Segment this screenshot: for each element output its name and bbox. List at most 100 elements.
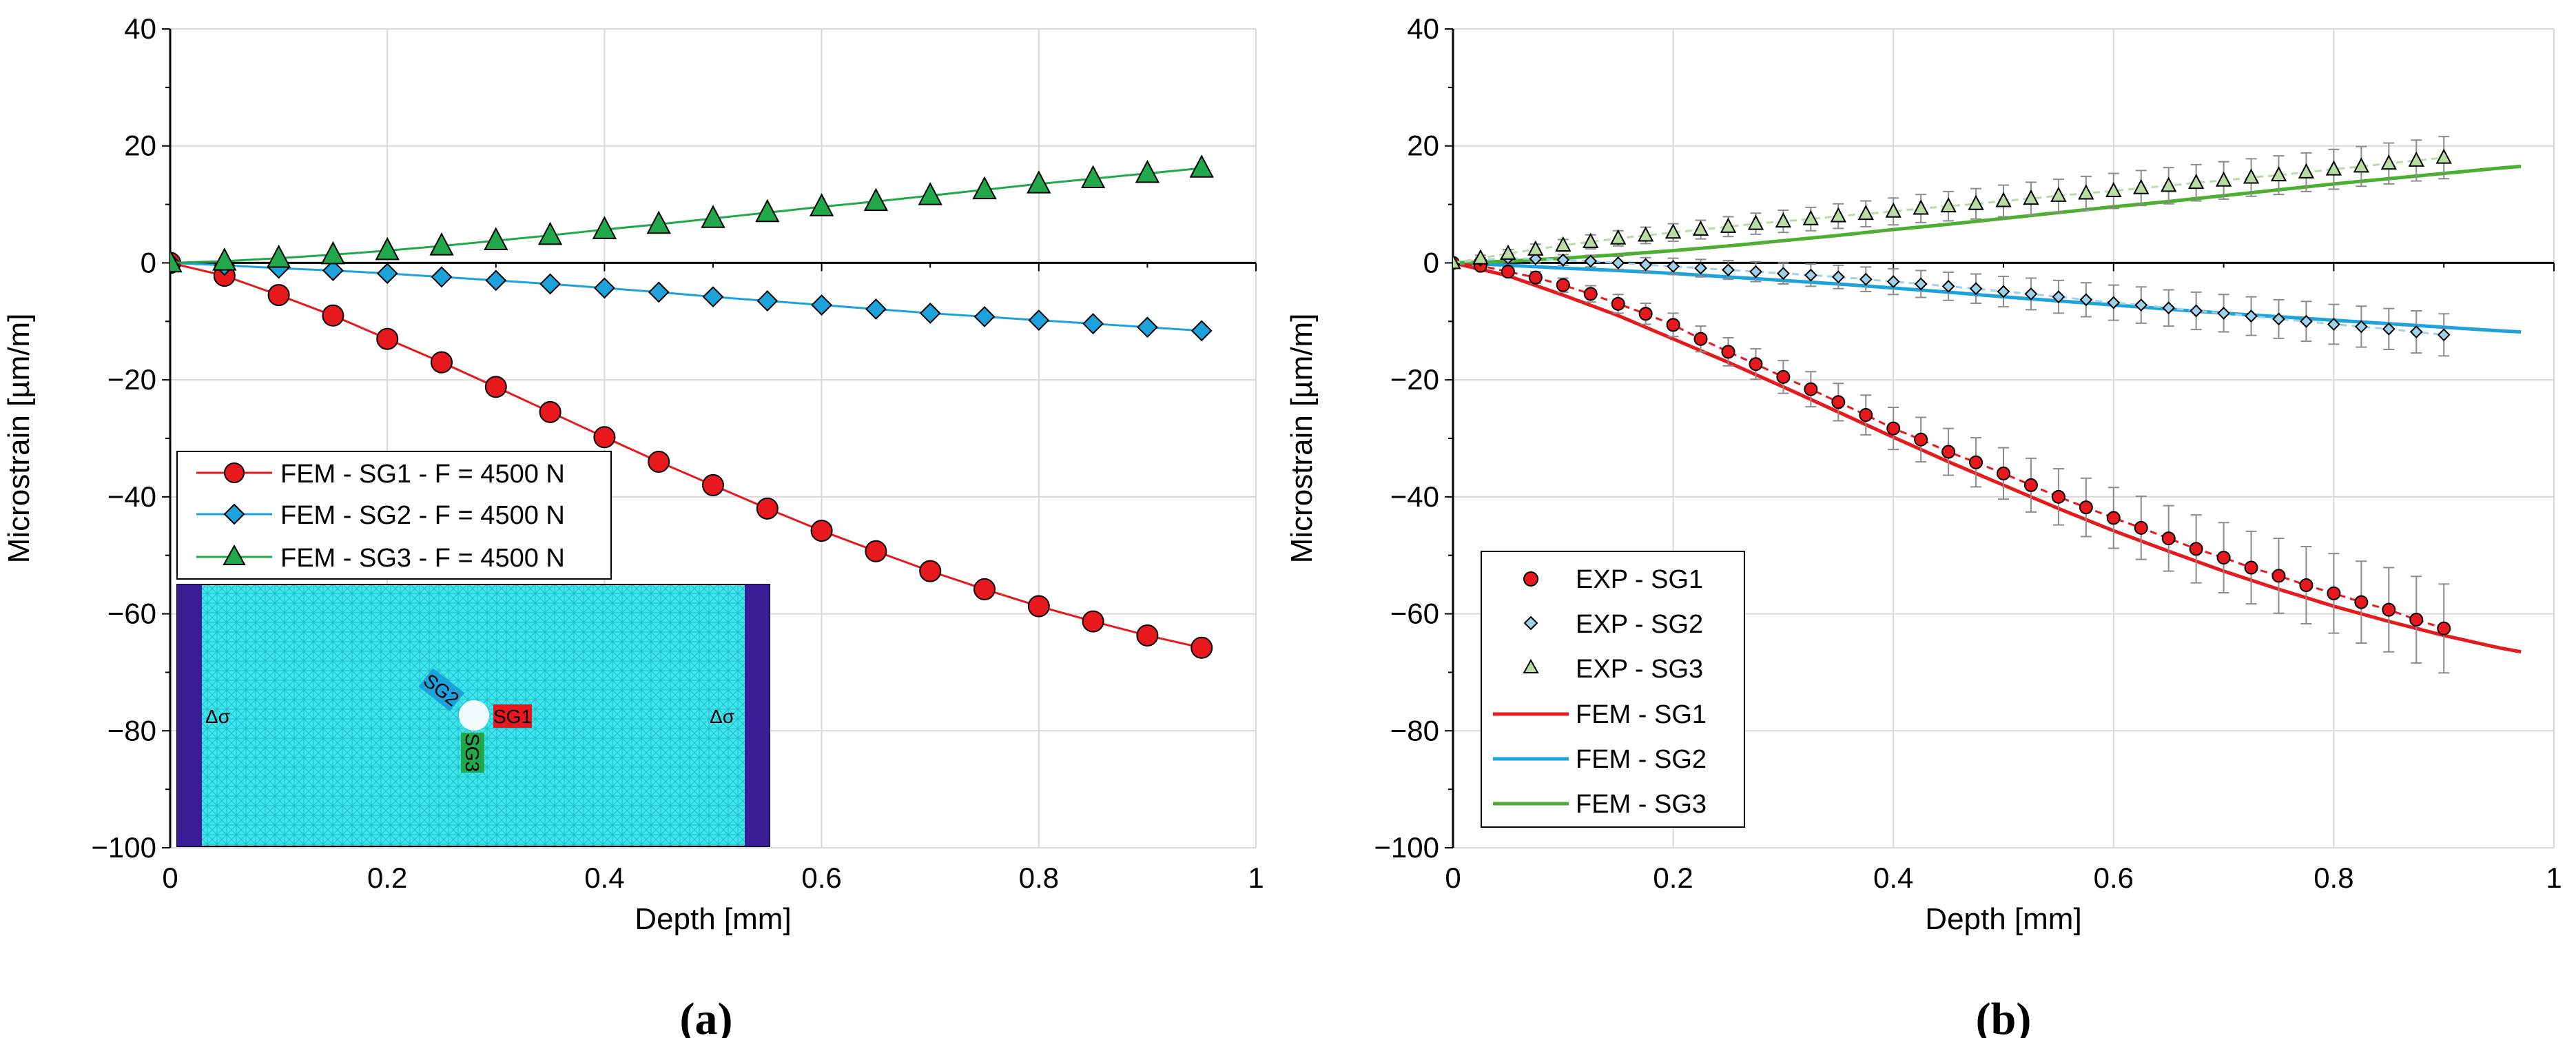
exp-point-sg1 [2161, 531, 2176, 546]
data-point-sg1 [919, 560, 942, 582]
x-tick-label: 0.6 [801, 862, 841, 894]
exp-point-sg3 [1857, 205, 1874, 221]
exp-point-sg3 [1995, 192, 2012, 207]
grid-b [1453, 28, 2555, 848]
data-point-sg3 [375, 236, 400, 261]
exp-point-sg3 [2298, 163, 2315, 179]
exp-point-sg2 [1941, 279, 1955, 293]
exp-point-sg2 [2107, 296, 2121, 309]
exp-point-sg2 [2437, 328, 2451, 342]
exp-point-sg1 [1997, 466, 2010, 480]
exp-point-sg2 [2245, 309, 2258, 323]
legend-a-sg1-label: FEM - SG1 - F = 4500 N [280, 460, 565, 489]
plot-area-b [1453, 136, 2522, 674]
data-point-sg3 [863, 187, 889, 212]
exp-point-sg1 [2437, 621, 2451, 635]
data-point-sg1 [431, 351, 453, 374]
exp-point-sg3 [1453, 254, 1461, 269]
data-point-sg2 [1082, 313, 1104, 335]
exp-point-sg3 [1583, 232, 1599, 248]
data-point-sg2 [1028, 309, 1050, 332]
data-point-sg3 [1080, 165, 1106, 189]
legend-a-sg3-label: FEM - SG3 - F = 4500 N [280, 544, 565, 573]
data-point-sg2 [485, 269, 507, 292]
data-point-sg2 [919, 302, 941, 324]
exp-point-sg3 [2187, 174, 2205, 190]
data-point-sg1 [376, 327, 399, 350]
exp-point-sg3 [1940, 196, 1957, 213]
load-left-label: Δσ [205, 706, 230, 727]
data-point-sg3 [972, 176, 997, 200]
exp-point-sg2 [2162, 301, 2176, 315]
exp-point-sg1 [2327, 586, 2341, 600]
legend-a-sg2-marker [223, 503, 245, 525]
exp-point-sg3 [1555, 236, 1572, 252]
exp-point-sg3 [2353, 157, 2370, 173]
exp-point-sg1 [2023, 478, 2038, 492]
exp-point-sg1 [1914, 432, 1928, 447]
y-tick-label: −20 [1390, 363, 1439, 396]
exp-point-sg3 [1692, 220, 1709, 236]
x-tick-label: 0 [162, 862, 178, 894]
data-point-sg3 [1027, 170, 1051, 194]
legend-b-box [1481, 551, 1745, 828]
legend-b-exp-sg2-label: EXP - SG2 [1576, 610, 1703, 639]
exp-point-sg2 [1667, 260, 1680, 273]
data-point-sg3 [701, 205, 725, 228]
exp-point-sg3 [2023, 189, 2039, 205]
legend-b-exp-sg3-marker [1523, 658, 1539, 673]
exp-point-sg1 [2409, 613, 2424, 627]
data-point-sg3 [429, 232, 454, 256]
exp-point-sg3 [1527, 240, 1544, 256]
exp-point-sg1 [1941, 445, 1956, 459]
data-point-sg1 [593, 426, 616, 449]
x-tick-label: 0.2 [367, 862, 407, 894]
data-point-sg1 [648, 450, 670, 473]
sg1-gauge [493, 704, 532, 728]
axes-a: −100 −80 −60 −40 −20 0 20 40 0 0.2 0.4 0.6 0.8 1 Depth… [2, 12, 1264, 936]
exp-point-sg2 [2272, 312, 2285, 326]
exp-point-sg1 [1666, 318, 1680, 332]
x-tick-label: 1 [1248, 862, 1264, 894]
exp-point-sg3 [2408, 151, 2424, 167]
exp-point-sg1 [2382, 602, 2396, 617]
data-point-sg3 [212, 247, 237, 271]
x-tick-label: 0.8 [2314, 862, 2353, 894]
fem-line-sg3 [1453, 164, 2522, 265]
exp-point-sg2 [2024, 287, 2038, 301]
exp-point-sg1 [2216, 551, 2231, 565]
data-point-sg2 [648, 281, 670, 303]
data-point-sg3 [537, 221, 563, 245]
fem-mesh-inset: SG1 SG2 SG3 Δσ Δσ [176, 584, 770, 847]
chart-panel-b: −100 −80 −60 −40 −20 0 20 40 0 0.2 0.4 0.6 0.8 1 Depth… [1285, 12, 2562, 1038]
exp-point-sg1 [1831, 395, 1846, 409]
exp-point-sg1 [2189, 542, 2203, 556]
exp-point-sg1 [1638, 307, 1653, 321]
data-point-sg3 [266, 244, 291, 268]
data-point-sg2 [865, 298, 887, 320]
legend-a-sg1-marker [224, 462, 245, 483]
exp-point-sg2 [1639, 258, 1653, 272]
exp-point-sg3 [1665, 223, 1682, 239]
exp-point-sg1 [2299, 578, 2314, 592]
y-axis-label: Microstrain [µm/m] [1285, 314, 1319, 564]
exp-point-sg2 [2079, 293, 2093, 307]
x-axis-label: Depth [mm] [1925, 902, 2081, 936]
data-point-sg3 [918, 182, 942, 205]
exp-point-sg2 [1584, 254, 1598, 268]
legend-b-exp-sg3-label: EXP - SG3 [1576, 655, 1703, 684]
exp-point-sg1 [1721, 345, 1735, 359]
data-point-sg1 [322, 304, 344, 327]
sg2-gauge [418, 668, 465, 711]
y-tick-label: −20 [107, 363, 156, 396]
exp-point-sg3 [2105, 181, 2122, 198]
y-tick-label: 40 [124, 12, 156, 45]
data-point-sg3 [646, 210, 671, 234]
exp-point-sg3 [2133, 179, 2150, 194]
chart-panel-a: −100 −80 −60 −40 −20 0 20 40 0 0.2 0.4 0.6 0.8 1 Depth… [2, 12, 1264, 1038]
exp-point-sg2 [2052, 290, 2065, 304]
legend-a-sg2-label: FEM - SG2 - F = 4500 N [280, 501, 565, 530]
data-point-sg2 [973, 306, 996, 327]
load-right-label: Δσ [710, 706, 734, 727]
exp-point-sg1 [1556, 278, 1570, 292]
